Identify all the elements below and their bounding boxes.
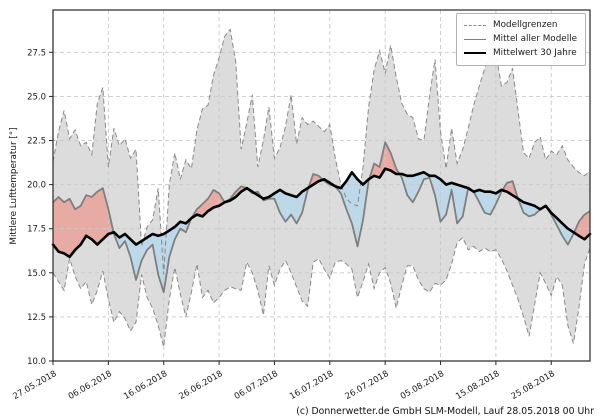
svg-text:10.0: 10.0 xyxy=(27,357,46,367)
svg-text:15.0: 15.0 xyxy=(27,269,46,279)
svg-text:22.5: 22.5 xyxy=(27,137,46,147)
svg-text:25.08.2018: 25.08.2018 xyxy=(510,369,557,402)
svg-text:25.0: 25.0 xyxy=(27,92,46,102)
svg-text:15.08.2018: 15.08.2018 xyxy=(454,369,501,402)
legend-label: Mittel aller Modelle xyxy=(493,34,577,44)
svg-text:27.05.2018: 27.05.2018 xyxy=(11,369,58,402)
svg-text:12.5: 12.5 xyxy=(27,313,46,323)
svg-text:26.07.2018: 26.07.2018 xyxy=(344,369,391,402)
svg-text:16.07.2018: 16.07.2018 xyxy=(288,369,335,402)
black-line-icon xyxy=(464,52,487,54)
svg-text:05.08.2018: 05.08.2018 xyxy=(399,369,446,402)
gray-line-icon xyxy=(464,38,487,40)
svg-text:26.06.2018: 26.06.2018 xyxy=(177,369,224,402)
svg-text:06.06.2018: 06.06.2018 xyxy=(67,369,114,402)
legend-label: Modellgrenzen xyxy=(493,20,558,30)
legend-label: Mittelwert 30 Jahre xyxy=(493,48,577,58)
copyright-caption: (c) Donnerwetter.de GmbH SLM-Modell, Lau… xyxy=(296,406,594,417)
legend: Modellgrenzen Mittel aller Modelle Mitte… xyxy=(456,13,586,66)
y-axis-label: Mittlere Lufttemperatur [°] xyxy=(9,127,19,245)
svg-text:06.07.2018: 06.07.2018 xyxy=(233,369,280,402)
svg-text:17.5: 17.5 xyxy=(27,225,46,235)
svg-text:20.0: 20.0 xyxy=(27,181,46,191)
svg-text:16.06.2018: 16.06.2018 xyxy=(122,369,169,402)
legend-item-modellgrenzen: Modellgrenzen xyxy=(464,18,577,32)
svg-text:27.5: 27.5 xyxy=(27,48,46,58)
legend-item-mittelwert-30-jahre: Mittelwert 30 Jahre xyxy=(464,46,577,60)
legend-item-mittel-aller-modelle: Mittel aller Modelle xyxy=(464,32,577,46)
dashed-line-icon xyxy=(464,24,487,26)
